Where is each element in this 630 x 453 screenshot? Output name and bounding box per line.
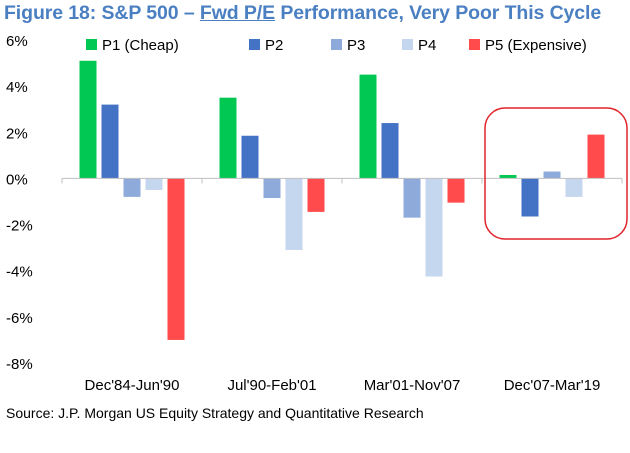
bar-p2: [241, 135, 259, 179]
y-tick-label: -2%: [6, 218, 33, 235]
bar-p4: [145, 178, 163, 190]
source-note: Source: J.P. Morgan US Equity Strategy a…: [6, 405, 424, 421]
x-category-label: Mar'01-Nov'07: [364, 377, 461, 394]
bar-p2: [101, 104, 119, 179]
y-tick-label: 6%: [6, 33, 28, 50]
y-tick-label: -6%: [6, 310, 33, 327]
bar-p1: [499, 174, 517, 179]
bar-p3: [403, 178, 421, 218]
legend-swatch-p3: [331, 39, 342, 50]
x-category-label: Dec'84-Jun'90: [85, 377, 180, 394]
bar-p4: [425, 178, 443, 277]
legend-swatch-p5: [469, 39, 480, 50]
bar-p5: [587, 134, 605, 179]
y-tick-label: 0%: [6, 171, 28, 188]
title-fwd-pe: Fwd P/E: [199, 2, 276, 24]
bar-p1: [219, 97, 237, 179]
bar-p2: [381, 123, 399, 179]
title-prefix: Figure 18: S&P 500 –: [4, 2, 200, 24]
bar-chart: 6% 4% 2% 0% -2% -4% -6% -8% P1 (Cheap) P2 P3 P4 P5 (…: [6, 33, 628, 394]
bar-p3: [123, 178, 141, 197]
x-category-label: Dec'07-Mar'19: [504, 377, 601, 394]
bar-p5: [307, 178, 325, 212]
x-category-label: Jul'90-Feb'01: [227, 377, 316, 394]
bar-p1: [79, 60, 97, 179]
legend-label-p4: P4: [418, 37, 436, 54]
y-tick-label: 2%: [6, 125, 28, 142]
legend-label-p2: P2: [265, 37, 283, 54]
bar-p2: [521, 178, 539, 217]
bar-p5: [167, 178, 185, 340]
highlight-box: [484, 107, 628, 240]
legend-label-p3: P3: [347, 37, 365, 54]
title-suffix: Performance, Very Poor This Cycle: [275, 2, 602, 24]
chart-title: Figure 18: S&P 500 – Fwd P/E Performance…: [4, 2, 630, 25]
legend-swatch-p2: [249, 39, 260, 50]
legend-swatch-p4: [402, 39, 413, 50]
bar-p4: [565, 178, 583, 197]
bar-p3: [543, 171, 561, 179]
legend-label-p1: P1 (Cheap): [102, 37, 179, 54]
legend-label-p5: P5 (Expensive): [485, 37, 587, 54]
legend-swatch-p1: [86, 39, 97, 50]
bar-p3: [263, 178, 281, 199]
bar-p1: [359, 74, 377, 179]
y-tick-label: 4%: [6, 79, 28, 96]
y-tick-label: -4%: [6, 264, 33, 281]
bar-p5: [447, 178, 465, 203]
bar-p4: [285, 178, 303, 250]
y-tick-label: -8%: [6, 356, 33, 373]
